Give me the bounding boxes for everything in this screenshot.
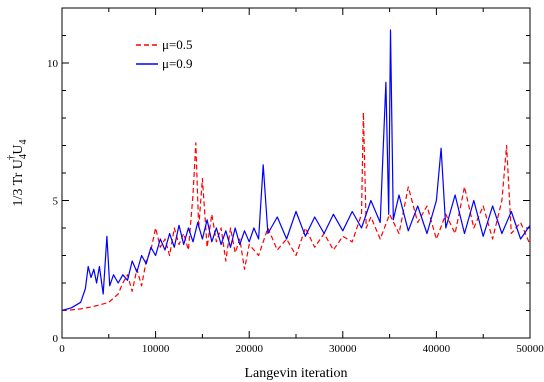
- x-tick-label: 40000: [423, 343, 451, 355]
- axis-tick-labels: 0 10000 20000 30000 40000 50000 0 5 10: [47, 58, 544, 355]
- x-axis-label: Langevin iteration: [244, 366, 347, 381]
- y-tick-label: 5: [53, 196, 59, 208]
- x-tick-label: 50000: [516, 343, 544, 355]
- y-axis-label-sub2: 4: [18, 139, 29, 144]
- x-tick-label: 0: [59, 343, 65, 355]
- y-axis-label-sup: †: [5, 154, 17, 160]
- y-tick-label: 10: [47, 58, 59, 70]
- series-line-0: [61, 111, 531, 312]
- legend-label-mu-0-9: μ=0.9: [162, 56, 193, 71]
- series-layer: [61, 29, 531, 312]
- axis-ticks: [61, 8, 531, 339]
- series-line-1: [61, 29, 531, 312]
- y-axis-label-mid: U: [11, 144, 26, 154]
- y-axis-label: 1/3 Tr U4†U4: [5, 139, 29, 206]
- y-axis-label-prefix: 1/3 Tr U: [11, 159, 26, 206]
- x-tick-label: 10000: [142, 343, 170, 355]
- x-tick-label: 20000: [235, 343, 263, 355]
- y-tick-label: 0: [53, 333, 59, 345]
- y-axis-label-sub1: 4: [18, 154, 29, 159]
- x-tick-label: 30000: [329, 343, 357, 355]
- plot-frame: [61, 7, 531, 339]
- legend-label-mu-0-5: μ=0.5: [162, 37, 193, 52]
- legend: μ=0.5 μ=0.9: [136, 37, 193, 71]
